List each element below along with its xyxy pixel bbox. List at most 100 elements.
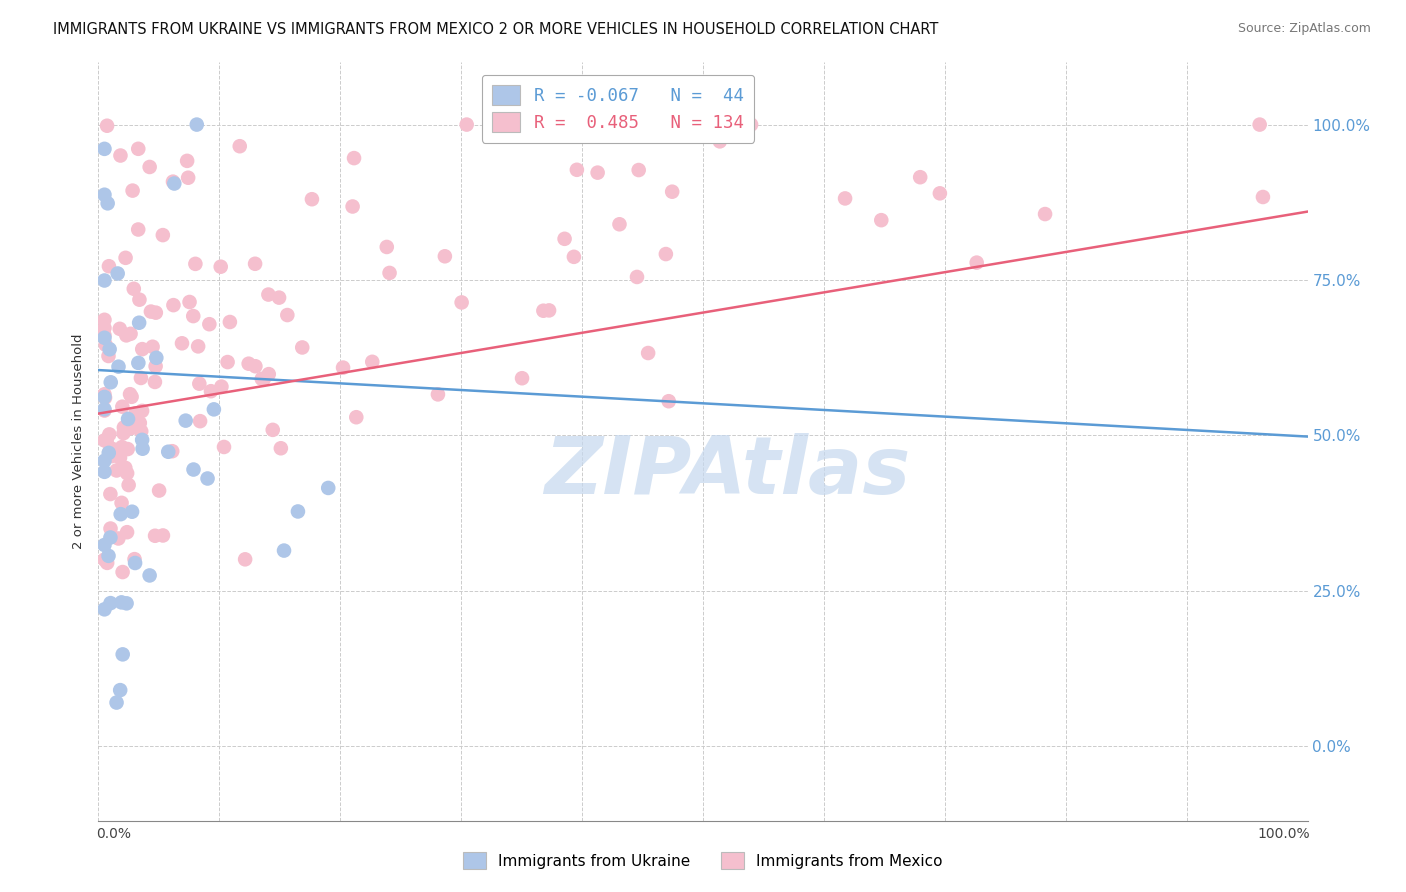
Point bbox=[181, 309, 204, 323]
Point bbox=[301, 192, 323, 206]
Point bbox=[110, 595, 132, 609]
Point bbox=[98, 427, 121, 442]
Point bbox=[538, 303, 561, 318]
Point bbox=[562, 250, 585, 264]
Point bbox=[143, 375, 166, 389]
Point bbox=[270, 442, 292, 456]
Point bbox=[267, 291, 290, 305]
Point bbox=[287, 504, 309, 518]
Point bbox=[100, 376, 122, 390]
Point bbox=[93, 331, 115, 345]
Point bbox=[250, 372, 273, 386]
Point bbox=[243, 257, 266, 271]
Point bbox=[110, 148, 132, 162]
Legend: R = -0.067   N =  44, R =  0.485   N = 134: R = -0.067 N = 44, R = 0.485 N = 134 bbox=[482, 75, 755, 143]
Point bbox=[217, 355, 239, 369]
Point bbox=[93, 602, 115, 616]
Point bbox=[163, 177, 186, 191]
Point bbox=[145, 306, 167, 320]
Point bbox=[121, 184, 143, 198]
Point bbox=[612, 118, 634, 132]
Point bbox=[197, 471, 219, 485]
Point bbox=[238, 357, 260, 371]
Point bbox=[93, 390, 115, 404]
Point bbox=[157, 444, 180, 458]
Point bbox=[93, 142, 115, 156]
Point bbox=[834, 191, 856, 205]
Point bbox=[291, 341, 314, 355]
Point bbox=[361, 355, 384, 369]
Point bbox=[344, 410, 367, 425]
Point bbox=[378, 266, 401, 280]
Point bbox=[139, 304, 162, 318]
Text: 0.0%: 0.0% bbox=[96, 827, 131, 841]
Point bbox=[129, 424, 152, 438]
Point bbox=[262, 423, 284, 437]
Point bbox=[127, 222, 149, 236]
Point bbox=[128, 293, 150, 307]
Point bbox=[1033, 207, 1056, 221]
Point bbox=[96, 434, 118, 448]
Point bbox=[183, 462, 205, 476]
Point bbox=[245, 359, 267, 374]
Point bbox=[586, 166, 609, 180]
Text: IMMIGRANTS FROM UKRAINE VS IMMIGRANTS FROM MEXICO 2 OR MORE VEHICLES IN HOUSEHOL: IMMIGRANTS FROM UKRAINE VS IMMIGRANTS FR… bbox=[53, 22, 939, 37]
Point bbox=[233, 552, 256, 566]
Point bbox=[93, 403, 115, 417]
Point bbox=[219, 315, 242, 329]
Point bbox=[108, 322, 131, 336]
Point bbox=[257, 287, 280, 301]
Point bbox=[187, 339, 209, 353]
Point bbox=[115, 328, 138, 343]
Point bbox=[100, 522, 122, 536]
Point bbox=[108, 683, 131, 698]
Point bbox=[637, 346, 659, 360]
Point bbox=[110, 507, 132, 521]
Point bbox=[510, 371, 533, 385]
Point bbox=[121, 390, 143, 404]
Point bbox=[209, 260, 232, 274]
Point bbox=[98, 343, 121, 357]
Point bbox=[111, 565, 134, 579]
Point bbox=[115, 525, 138, 540]
Point bbox=[179, 295, 201, 310]
Point bbox=[93, 321, 115, 335]
Point bbox=[188, 376, 211, 391]
Point bbox=[93, 434, 115, 448]
Point bbox=[609, 217, 631, 231]
Point bbox=[212, 440, 235, 454]
Point bbox=[94, 337, 117, 351]
Point bbox=[93, 454, 115, 468]
Point bbox=[531, 303, 554, 318]
Point bbox=[115, 596, 138, 610]
Point bbox=[456, 118, 478, 132]
Point bbox=[426, 387, 449, 401]
Point bbox=[94, 391, 117, 405]
Point bbox=[276, 308, 298, 322]
Point bbox=[93, 328, 115, 343]
Point bbox=[93, 465, 115, 479]
Text: ZIPAtlas: ZIPAtlas bbox=[544, 433, 910, 511]
Point bbox=[209, 379, 232, 393]
Point bbox=[122, 282, 145, 296]
Point bbox=[118, 387, 141, 401]
Point bbox=[111, 440, 134, 454]
Point bbox=[162, 298, 184, 312]
Point bbox=[112, 420, 135, 434]
Point bbox=[117, 412, 139, 426]
Point bbox=[93, 273, 115, 287]
Point bbox=[188, 414, 211, 428]
Point bbox=[433, 249, 456, 263]
Point bbox=[101, 449, 124, 463]
Point bbox=[273, 543, 295, 558]
Point bbox=[375, 240, 398, 254]
Point bbox=[170, 336, 193, 351]
Point bbox=[97, 446, 120, 460]
Point bbox=[111, 648, 134, 662]
Point bbox=[174, 414, 197, 428]
Point bbox=[93, 402, 115, 417]
Point bbox=[202, 402, 225, 417]
Legend: Immigrants from Ukraine, Immigrants from Mexico: Immigrants from Ukraine, Immigrants from… bbox=[457, 846, 949, 875]
Point bbox=[253, 372, 276, 386]
Point bbox=[152, 228, 174, 243]
